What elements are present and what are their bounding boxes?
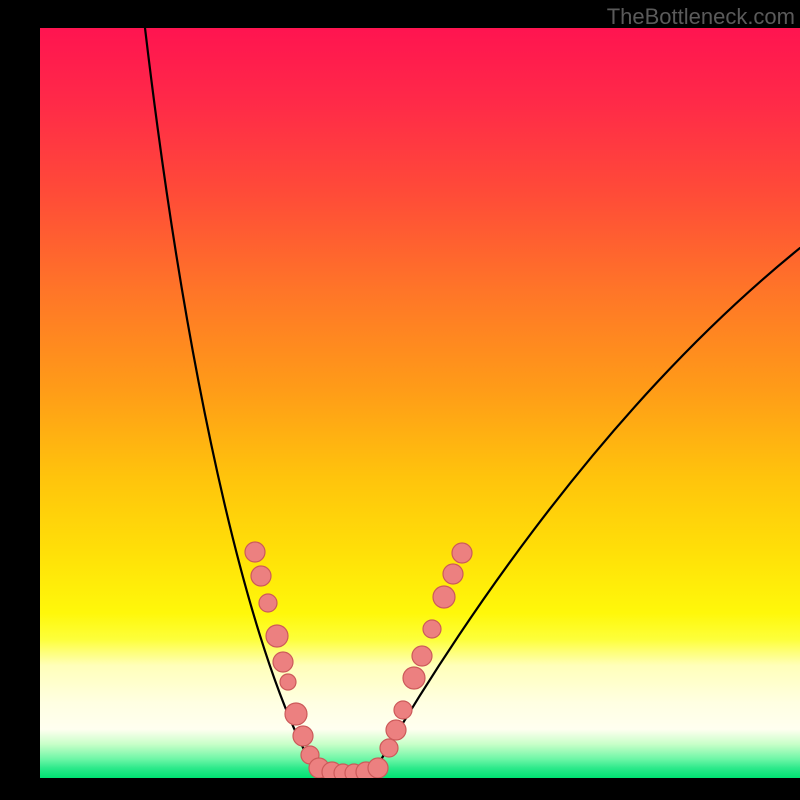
curve-bead [251, 566, 271, 586]
curve-bead [259, 594, 277, 612]
curve-layer [40, 28, 800, 778]
curve-bead [293, 726, 313, 746]
curve-bead [380, 739, 398, 757]
curve-bead [273, 652, 293, 672]
curve-bead [394, 701, 412, 719]
watermark-text: TheBottleneck.com [607, 4, 795, 30]
curve-bead [412, 646, 432, 666]
curve-bead [433, 586, 455, 608]
curve-bead [403, 667, 425, 689]
bottleneck-curve [145, 28, 800, 770]
curve-bead [266, 625, 288, 647]
curve-bead [423, 620, 441, 638]
curve-bead [386, 720, 406, 740]
curve-bead [368, 758, 388, 778]
curve-bead [452, 543, 472, 563]
plot-area [40, 28, 800, 778]
curve-bead [245, 542, 265, 562]
chart-root: TheBottleneck.com [0, 0, 800, 800]
curve-bead [280, 674, 296, 690]
curve-bead [443, 564, 463, 584]
curve-bead [285, 703, 307, 725]
